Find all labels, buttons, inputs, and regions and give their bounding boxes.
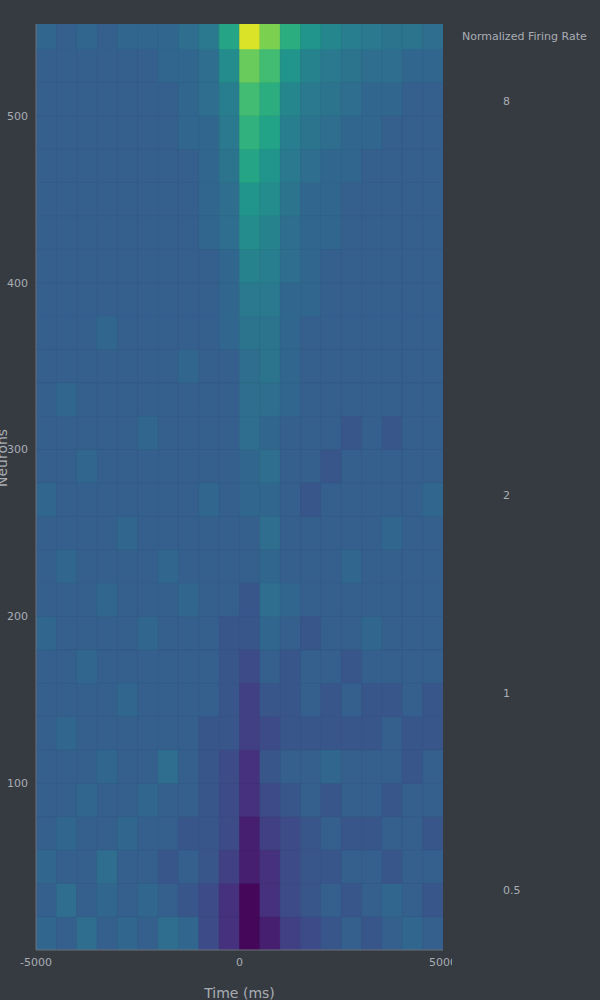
svg-text:400: 400 — [8, 277, 28, 290]
svg-text:5000: 5000 — [429, 956, 452, 969]
svg-text:-5000: -5000 — [20, 956, 52, 969]
svg-text:300: 300 — [8, 443, 28, 456]
svg-text:8: 8 — [503, 95, 510, 108]
svg-text:100: 100 — [8, 777, 28, 790]
svg-text:500: 500 — [8, 110, 28, 123]
svg-text:200: 200 — [8, 610, 28, 623]
svg-text:1: 1 — [503, 687, 510, 700]
svg-text:2: 2 — [503, 489, 510, 502]
svg-text:Neurons: Neurons — [8, 429, 10, 487]
svg-text:0: 0 — [236, 956, 243, 969]
html-text:Normalized Firing Rate: Normalized Firing Rate — [462, 30, 587, 43]
svg-text:Time (ms): Time (ms) — [203, 985, 275, 1000]
svg-text:0.5: 0.5 — [503, 884, 521, 897]
